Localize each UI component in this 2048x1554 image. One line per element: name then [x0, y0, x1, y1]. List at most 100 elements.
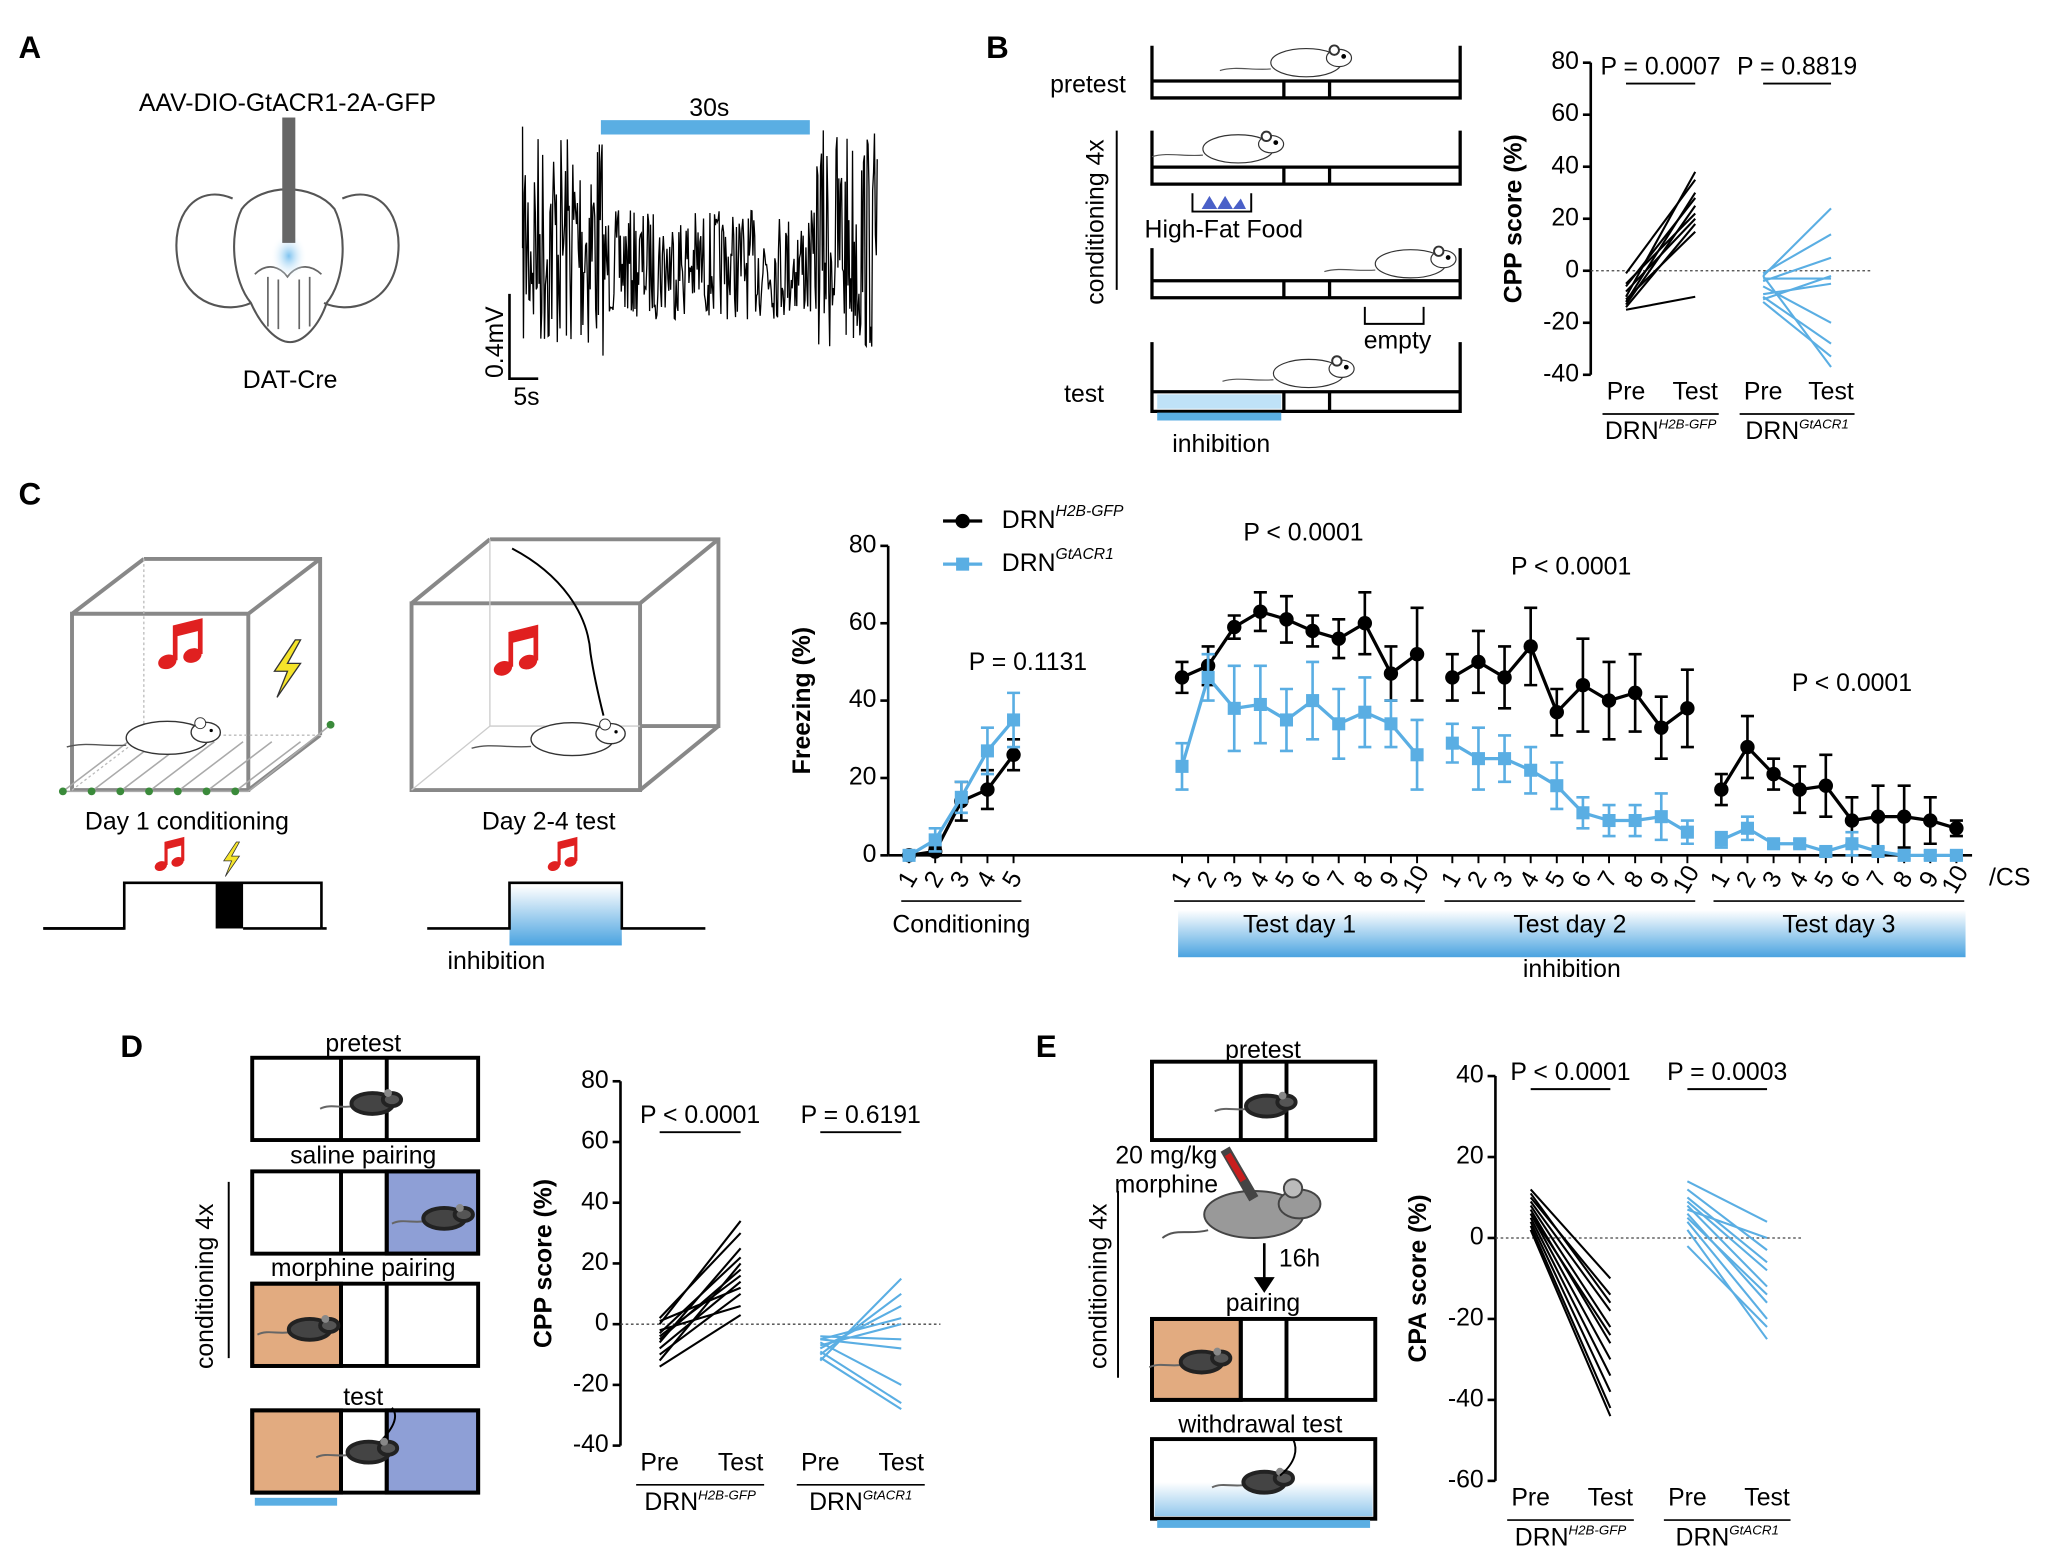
marker — [1654, 720, 1669, 735]
tone-icon — [156, 621, 204, 672]
pair-line — [658, 1262, 742, 1362]
marker — [1331, 631, 1346, 646]
marker — [1680, 701, 1695, 716]
panel-label: D — [120, 1029, 143, 1064]
marker — [1740, 739, 1755, 755]
chamber — [1150, 130, 1462, 186]
marker — [1227, 701, 1241, 715]
legend-label: DRNGtACR1 — [1002, 546, 1114, 577]
shock-icon — [273, 639, 302, 698]
p-value: P < 0.0001 — [1511, 554, 1631, 581]
y-axis-title: Freezing (%) — [789, 627, 816, 774]
scale-time: 5s — [513, 384, 539, 411]
label: 16h — [1279, 1246, 1320, 1273]
marker — [928, 833, 942, 847]
marker — [1792, 782, 1807, 797]
marker — [1897, 848, 1911, 862]
syringe — [1224, 1152, 1247, 1183]
pair-line — [1686, 1188, 1768, 1251]
marker — [1870, 809, 1886, 824]
chamber-zone — [250, 1408, 343, 1495]
label: conditioning 4x — [1083, 139, 1110, 305]
y-tick-label: 0 — [1470, 1224, 1484, 1251]
marker — [1332, 717, 1346, 731]
group-label: Conditioning — [892, 911, 1030, 938]
marker — [1628, 814, 1642, 828]
y-tick-label: 20 — [1551, 204, 1579, 231]
marker — [1358, 705, 1372, 719]
optic-fiber — [282, 117, 296, 243]
chamber — [250, 1169, 481, 1256]
grid-floor — [62, 724, 332, 793]
mouse — [1218, 44, 1353, 78]
series-line — [1181, 609, 1419, 679]
pair-line — [1529, 1209, 1612, 1344]
mouse — [1323, 245, 1457, 279]
group-name-sup: H2B-GFP — [1569, 1522, 1627, 1537]
recording-trace — [521, 126, 878, 356]
marker — [1550, 779, 1564, 793]
pair-line — [1686, 1229, 1768, 1340]
pair-line — [1529, 1225, 1612, 1409]
light-zone — [1157, 394, 1282, 409]
series-line — [1719, 744, 1957, 830]
x-unit: /CS — [1989, 864, 2030, 891]
pair-line — [1686, 1221, 1768, 1320]
pair-line — [1625, 218, 1696, 293]
group-name: DRN — [1002, 550, 1056, 577]
scale-voltage: 0.4mV — [482, 306, 509, 378]
group-name: DRN — [1745, 418, 1799, 445]
p-value: P < 0.0001 — [640, 1102, 760, 1129]
divider — [1238, 1318, 1289, 1400]
p-value: P = 0.8819 — [1737, 53, 1857, 80]
grid-dots — [58, 720, 335, 796]
light-zone — [509, 885, 622, 946]
pair-line — [1625, 197, 1697, 288]
x-tick-label: Test — [1744, 1485, 1790, 1512]
pair-line — [1762, 301, 1832, 358]
pair-line — [1762, 275, 1832, 368]
mouse — [470, 718, 626, 757]
light-spread — [270, 232, 308, 280]
pair-line — [1686, 1200, 1768, 1272]
pair-line — [1762, 274, 1832, 301]
x-tick-label: Test — [1808, 379, 1854, 406]
y-tick-label: -40 — [573, 1431, 609, 1458]
inhibition-band — [1178, 910, 1966, 958]
pair-line — [1529, 1196, 1612, 1296]
marker — [1740, 821, 1754, 835]
pair-line — [1529, 1229, 1612, 1417]
label: Day 1 conditioning — [85, 808, 289, 835]
cube — [70, 556, 323, 793]
y-tick-label: 60 — [1551, 100, 1579, 127]
y-tick-label: -20 — [573, 1370, 609, 1397]
x-tick-label: Test — [879, 1449, 925, 1476]
marker — [902, 848, 916, 862]
mouse-icon — [1161, 1178, 1322, 1239]
legend-marker — [955, 513, 970, 529]
legend-label: DRNH2B-GFP — [1515, 1522, 1627, 1551]
y-tick-label: 80 — [581, 1067, 609, 1094]
marker — [1896, 809, 1912, 824]
pair-line — [819, 1341, 902, 1386]
marker — [1383, 666, 1399, 681]
y-tick-label: 20 — [849, 764, 877, 791]
group-name: DRN — [1515, 1524, 1569, 1551]
marker — [1279, 612, 1294, 627]
brain-outline — [233, 188, 344, 344]
band-label: inhibition — [1523, 956, 1621, 983]
panel-a-schematic: AAV-DIO-GtACR1-2A-GFP DAT-Cre 30s 0.4mV … — [139, 90, 878, 411]
marker — [1871, 844, 1885, 859]
marker — [1306, 694, 1320, 708]
group-name-sup: H2B-GFP — [1659, 416, 1717, 431]
group-label: Test day 2 — [1513, 911, 1626, 938]
marker — [1174, 670, 1190, 685]
group-name: DRN — [809, 1489, 863, 1516]
p-value: P = 0.0007 — [1601, 53, 1721, 80]
marker — [1201, 670, 1215, 684]
x-tick-label: Pre — [801, 1449, 840, 1476]
marker — [1410, 748, 1424, 762]
